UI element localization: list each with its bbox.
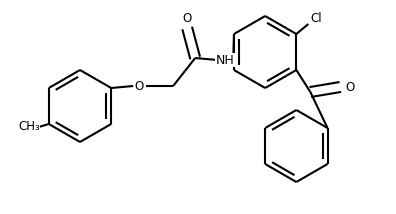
Text: Cl: Cl	[310, 12, 322, 24]
Text: O: O	[183, 12, 192, 24]
Text: O: O	[346, 80, 355, 94]
Text: NH: NH	[216, 54, 234, 67]
Text: O: O	[135, 79, 144, 92]
Text: CH₃: CH₃	[18, 120, 40, 134]
